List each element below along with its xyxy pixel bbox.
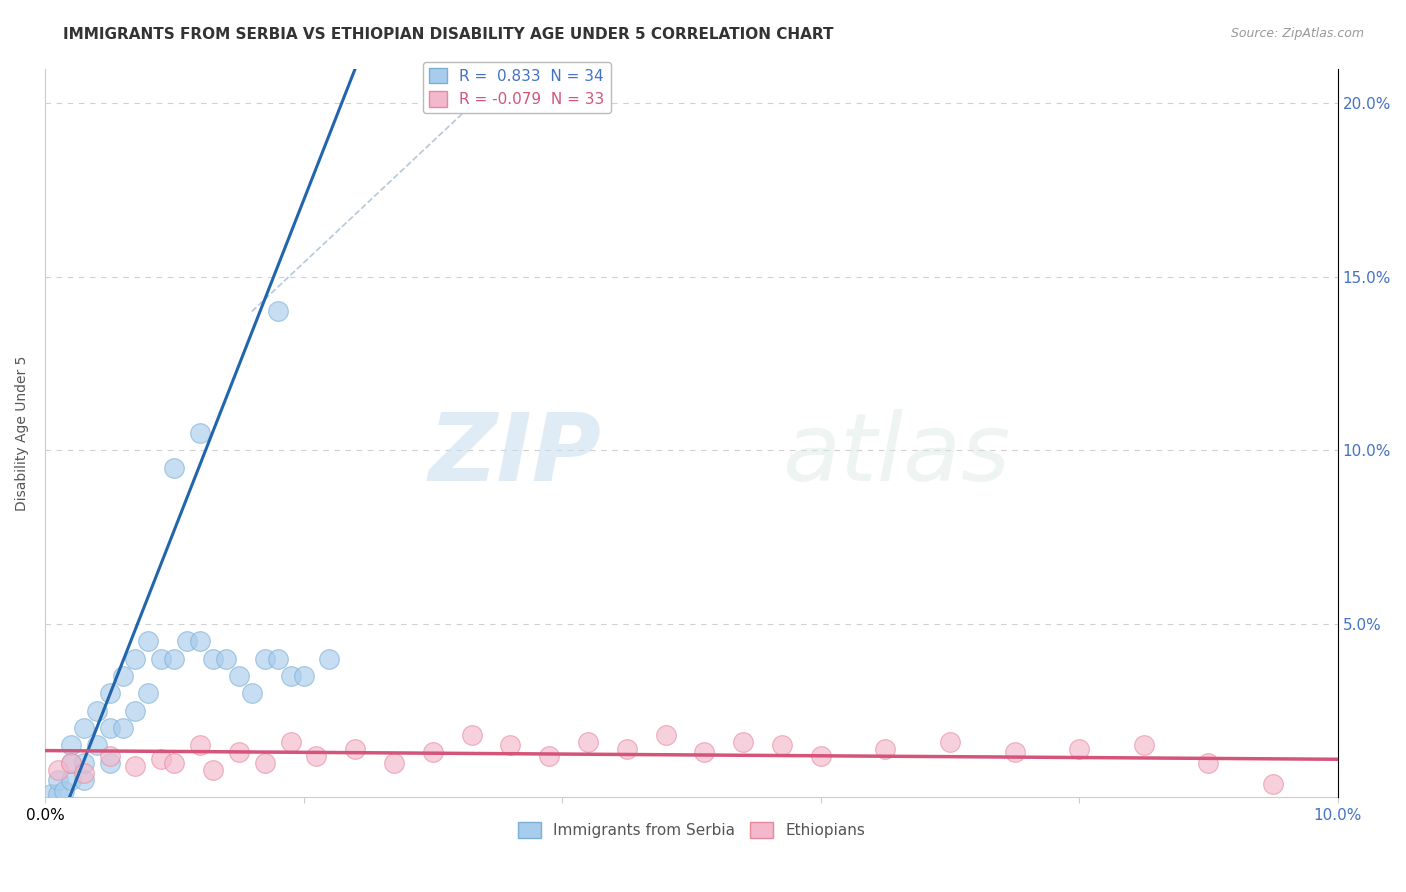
Point xyxy=(228,745,250,759)
Point xyxy=(693,745,716,759)
Point xyxy=(253,756,276,770)
Point xyxy=(150,651,173,665)
Point xyxy=(266,304,288,318)
Point xyxy=(163,756,186,770)
Point xyxy=(1004,745,1026,759)
Point xyxy=(46,763,69,777)
Point xyxy=(59,773,82,788)
Point xyxy=(460,728,482,742)
Point xyxy=(138,686,160,700)
Point xyxy=(253,651,276,665)
Point xyxy=(124,704,146,718)
Text: IMMIGRANTS FROM SERBIA VS ETHIOPIAN DISABILITY AGE UNDER 5 CORRELATION CHART: IMMIGRANTS FROM SERBIA VS ETHIOPIAN DISA… xyxy=(63,27,834,42)
Point xyxy=(202,763,225,777)
Point xyxy=(538,748,561,763)
Point xyxy=(98,686,121,700)
Point xyxy=(292,669,315,683)
Point xyxy=(86,704,108,718)
Point xyxy=(53,783,76,797)
Point xyxy=(188,739,211,753)
Point xyxy=(202,651,225,665)
Point xyxy=(228,669,250,683)
Point xyxy=(73,766,96,780)
Point xyxy=(1069,742,1091,756)
Point xyxy=(73,756,96,770)
Point xyxy=(875,742,897,756)
Point xyxy=(810,748,832,763)
Point xyxy=(1133,739,1156,753)
Point xyxy=(280,669,302,683)
Point xyxy=(215,651,238,665)
Point xyxy=(654,728,676,742)
Point xyxy=(98,748,121,763)
Y-axis label: Disability Age Under 5: Disability Age Under 5 xyxy=(15,355,30,511)
Text: Source: ZipAtlas.com: Source: ZipAtlas.com xyxy=(1230,27,1364,40)
Point xyxy=(163,651,186,665)
Point xyxy=(266,651,288,665)
Point xyxy=(188,425,211,440)
Point xyxy=(576,735,599,749)
Point xyxy=(46,787,69,801)
Point xyxy=(73,773,96,788)
Point xyxy=(150,752,173,766)
Point xyxy=(98,756,121,770)
Point xyxy=(111,669,134,683)
Point xyxy=(98,721,121,735)
Point xyxy=(163,460,186,475)
Legend: Immigrants from Serbia, Ethiopians: Immigrants from Serbia, Ethiopians xyxy=(512,816,872,845)
Point xyxy=(344,742,367,756)
Point xyxy=(939,735,962,749)
Point xyxy=(124,759,146,773)
Point xyxy=(124,651,146,665)
Point xyxy=(305,748,328,763)
Point xyxy=(382,756,405,770)
Point xyxy=(59,756,82,770)
Point xyxy=(46,773,69,788)
Point xyxy=(770,739,793,753)
Point xyxy=(188,634,211,648)
Point xyxy=(73,721,96,735)
Point xyxy=(240,686,263,700)
Point xyxy=(41,787,63,801)
Point xyxy=(59,739,82,753)
Text: atlas: atlas xyxy=(782,409,1010,500)
Point xyxy=(616,742,638,756)
Point xyxy=(111,721,134,735)
Point xyxy=(1261,776,1284,790)
Point xyxy=(59,756,82,770)
Point xyxy=(318,651,340,665)
Text: ZIP: ZIP xyxy=(427,409,600,500)
Point xyxy=(280,735,302,749)
Point xyxy=(733,735,755,749)
Point xyxy=(176,634,198,648)
Point xyxy=(138,634,160,648)
Point xyxy=(499,739,522,753)
Point xyxy=(1198,756,1220,770)
Point xyxy=(422,745,444,759)
Point xyxy=(86,739,108,753)
